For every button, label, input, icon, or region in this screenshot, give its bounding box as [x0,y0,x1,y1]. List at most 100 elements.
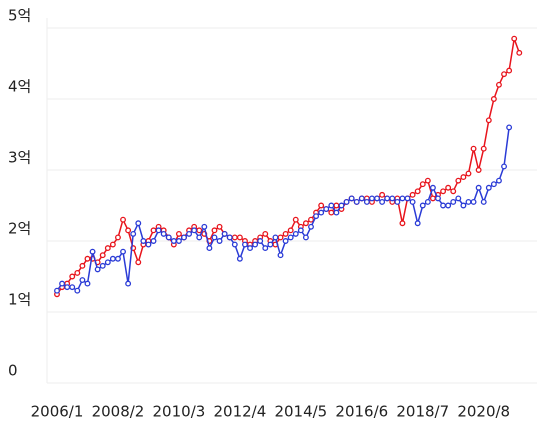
data-point [74,287,81,294]
data-point [480,145,487,152]
data-point [165,234,172,241]
data-point [287,234,294,241]
data-point [470,198,477,205]
y-tick-label: 4억 [8,78,31,96]
data-point [125,227,132,234]
data-point [130,230,137,237]
data-point [64,284,71,291]
data-point [277,234,284,241]
data-point [323,206,330,212]
data-point [429,184,436,191]
x-tick-label: 2006/1 [31,403,84,421]
data-point [318,202,325,209]
x-tick-label: 2020/8 [457,403,510,421]
data-point [115,234,121,241]
data-point [135,220,142,227]
x-tick-label: 2018/7 [396,403,449,421]
data-point [496,81,502,88]
data-point [297,227,304,234]
data-point [318,209,325,216]
data-point [490,96,497,102]
data-point [389,195,396,202]
data-point [455,195,462,202]
data-point [175,230,182,237]
data-point [308,216,314,223]
data-point [201,223,208,230]
data-point [333,202,340,209]
data-point [363,198,370,205]
data-point [186,230,193,237]
data-point [455,177,462,184]
data-point [155,227,162,234]
data-point [211,234,218,241]
data-point [440,188,447,195]
data-point [125,280,132,287]
data-point [308,223,314,230]
data-point [150,238,157,244]
data-point [79,277,86,283]
data-point [404,195,411,202]
data-point [120,248,126,255]
x-tick-label: 2016/6 [335,403,388,421]
data-point [115,255,121,262]
data-point [262,245,269,252]
data-point [104,245,111,252]
data-point [475,167,482,173]
data-point [445,202,452,209]
data-point [236,255,243,262]
data-point [206,245,213,252]
data-point [419,202,426,209]
series-line [56,35,521,295]
data-point [379,198,386,205]
data-point [302,220,309,227]
data-point [175,238,182,244]
data-point [160,230,167,237]
x-tick-label: 2012/4 [213,403,266,421]
data-point [429,195,436,202]
data-point [54,287,60,294]
data-point [465,170,472,177]
data-point [470,145,477,152]
data-point [84,280,91,287]
data-point [59,280,66,287]
data-point [94,266,101,273]
data-point [328,202,335,209]
data-point [475,184,482,191]
data-point [287,227,294,234]
data-point [435,195,441,202]
data-point [104,259,111,266]
data-point [450,188,457,195]
series-line [56,127,510,292]
data-point [313,213,320,220]
data-point [490,181,497,188]
data-point [501,71,507,78]
data-point [445,184,452,191]
data-point [196,227,203,234]
data-point [231,241,238,248]
data-point [485,117,492,124]
data-point [496,177,502,184]
data-point [399,195,406,202]
data-point [221,230,228,237]
data-point [196,234,203,241]
data-point [99,262,106,269]
data-point [109,255,116,262]
data-point [282,238,289,244]
data-point [394,198,401,205]
data-point [333,209,340,216]
y-tick-label: 2억 [8,220,31,238]
data-point [242,241,248,248]
data-point [460,202,467,209]
data-point [257,238,264,244]
y-tick-label: 5억 [8,7,31,25]
data-point [419,181,426,188]
data-point [450,198,457,205]
x-tick-label: 2014/5 [274,403,327,421]
data-point [277,252,284,259]
data-point [236,234,243,241]
data-point [506,124,513,131]
data-point [465,198,472,205]
data-point [231,234,238,241]
data-point [84,255,91,262]
